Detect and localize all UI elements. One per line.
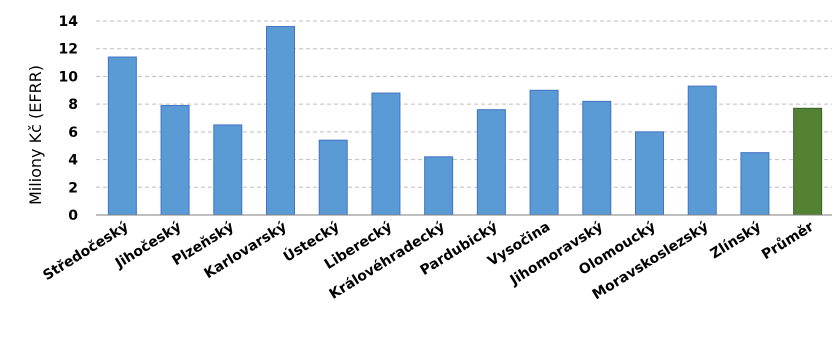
y-tick-label: 0	[68, 208, 78, 224]
bar-Pardubický	[476, 109, 506, 216]
bar-Vysočina	[529, 89, 559, 216]
y-tick-label: 14	[59, 14, 79, 30]
bar-Liberecký	[371, 92, 401, 216]
bar-Jihomoravský	[582, 100, 612, 216]
x-tick-label: Zlínský	[708, 219, 764, 263]
y-tick-label: 2	[68, 180, 78, 196]
y-axis-ticks: 0 2 4 6 8 10 12 14	[59, 14, 79, 224]
y-tick-label: 12	[59, 42, 78, 58]
bar-Středočeský	[107, 56, 137, 216]
bar-Královéhradecký	[424, 156, 454, 216]
bars	[107, 26, 823, 216]
x-tick-label: Průměr	[758, 218, 816, 263]
gridlines	[96, 20, 832, 188]
y-tick-label: 6	[68, 125, 78, 141]
x-tick-label: Jihomoravský	[507, 219, 606, 289]
bar-Ústecký	[318, 139, 348, 216]
y-tick-label: 4	[68, 153, 78, 169]
x-axis-labels: StředočeskýJihočeskýPlzeňskýKarlovarskýÚ…	[40, 217, 816, 303]
bar-Olomoucký	[635, 131, 664, 216]
y-tick-label: 8	[68, 97, 78, 113]
bar-Plzeňský	[213, 124, 243, 216]
bar-Karlovarský	[266, 26, 295, 216]
bar-Zlínský	[740, 152, 770, 216]
y-axis-label: Miliony Kč (EFRR)	[26, 65, 45, 205]
bar-Průměr	[793, 107, 823, 216]
y-tick-label: 10	[59, 69, 79, 85]
bar-Jihočeský	[160, 105, 190, 216]
bar-Moravskoslezský	[687, 85, 717, 216]
x-tick-label: Středočeský	[40, 219, 131, 284]
